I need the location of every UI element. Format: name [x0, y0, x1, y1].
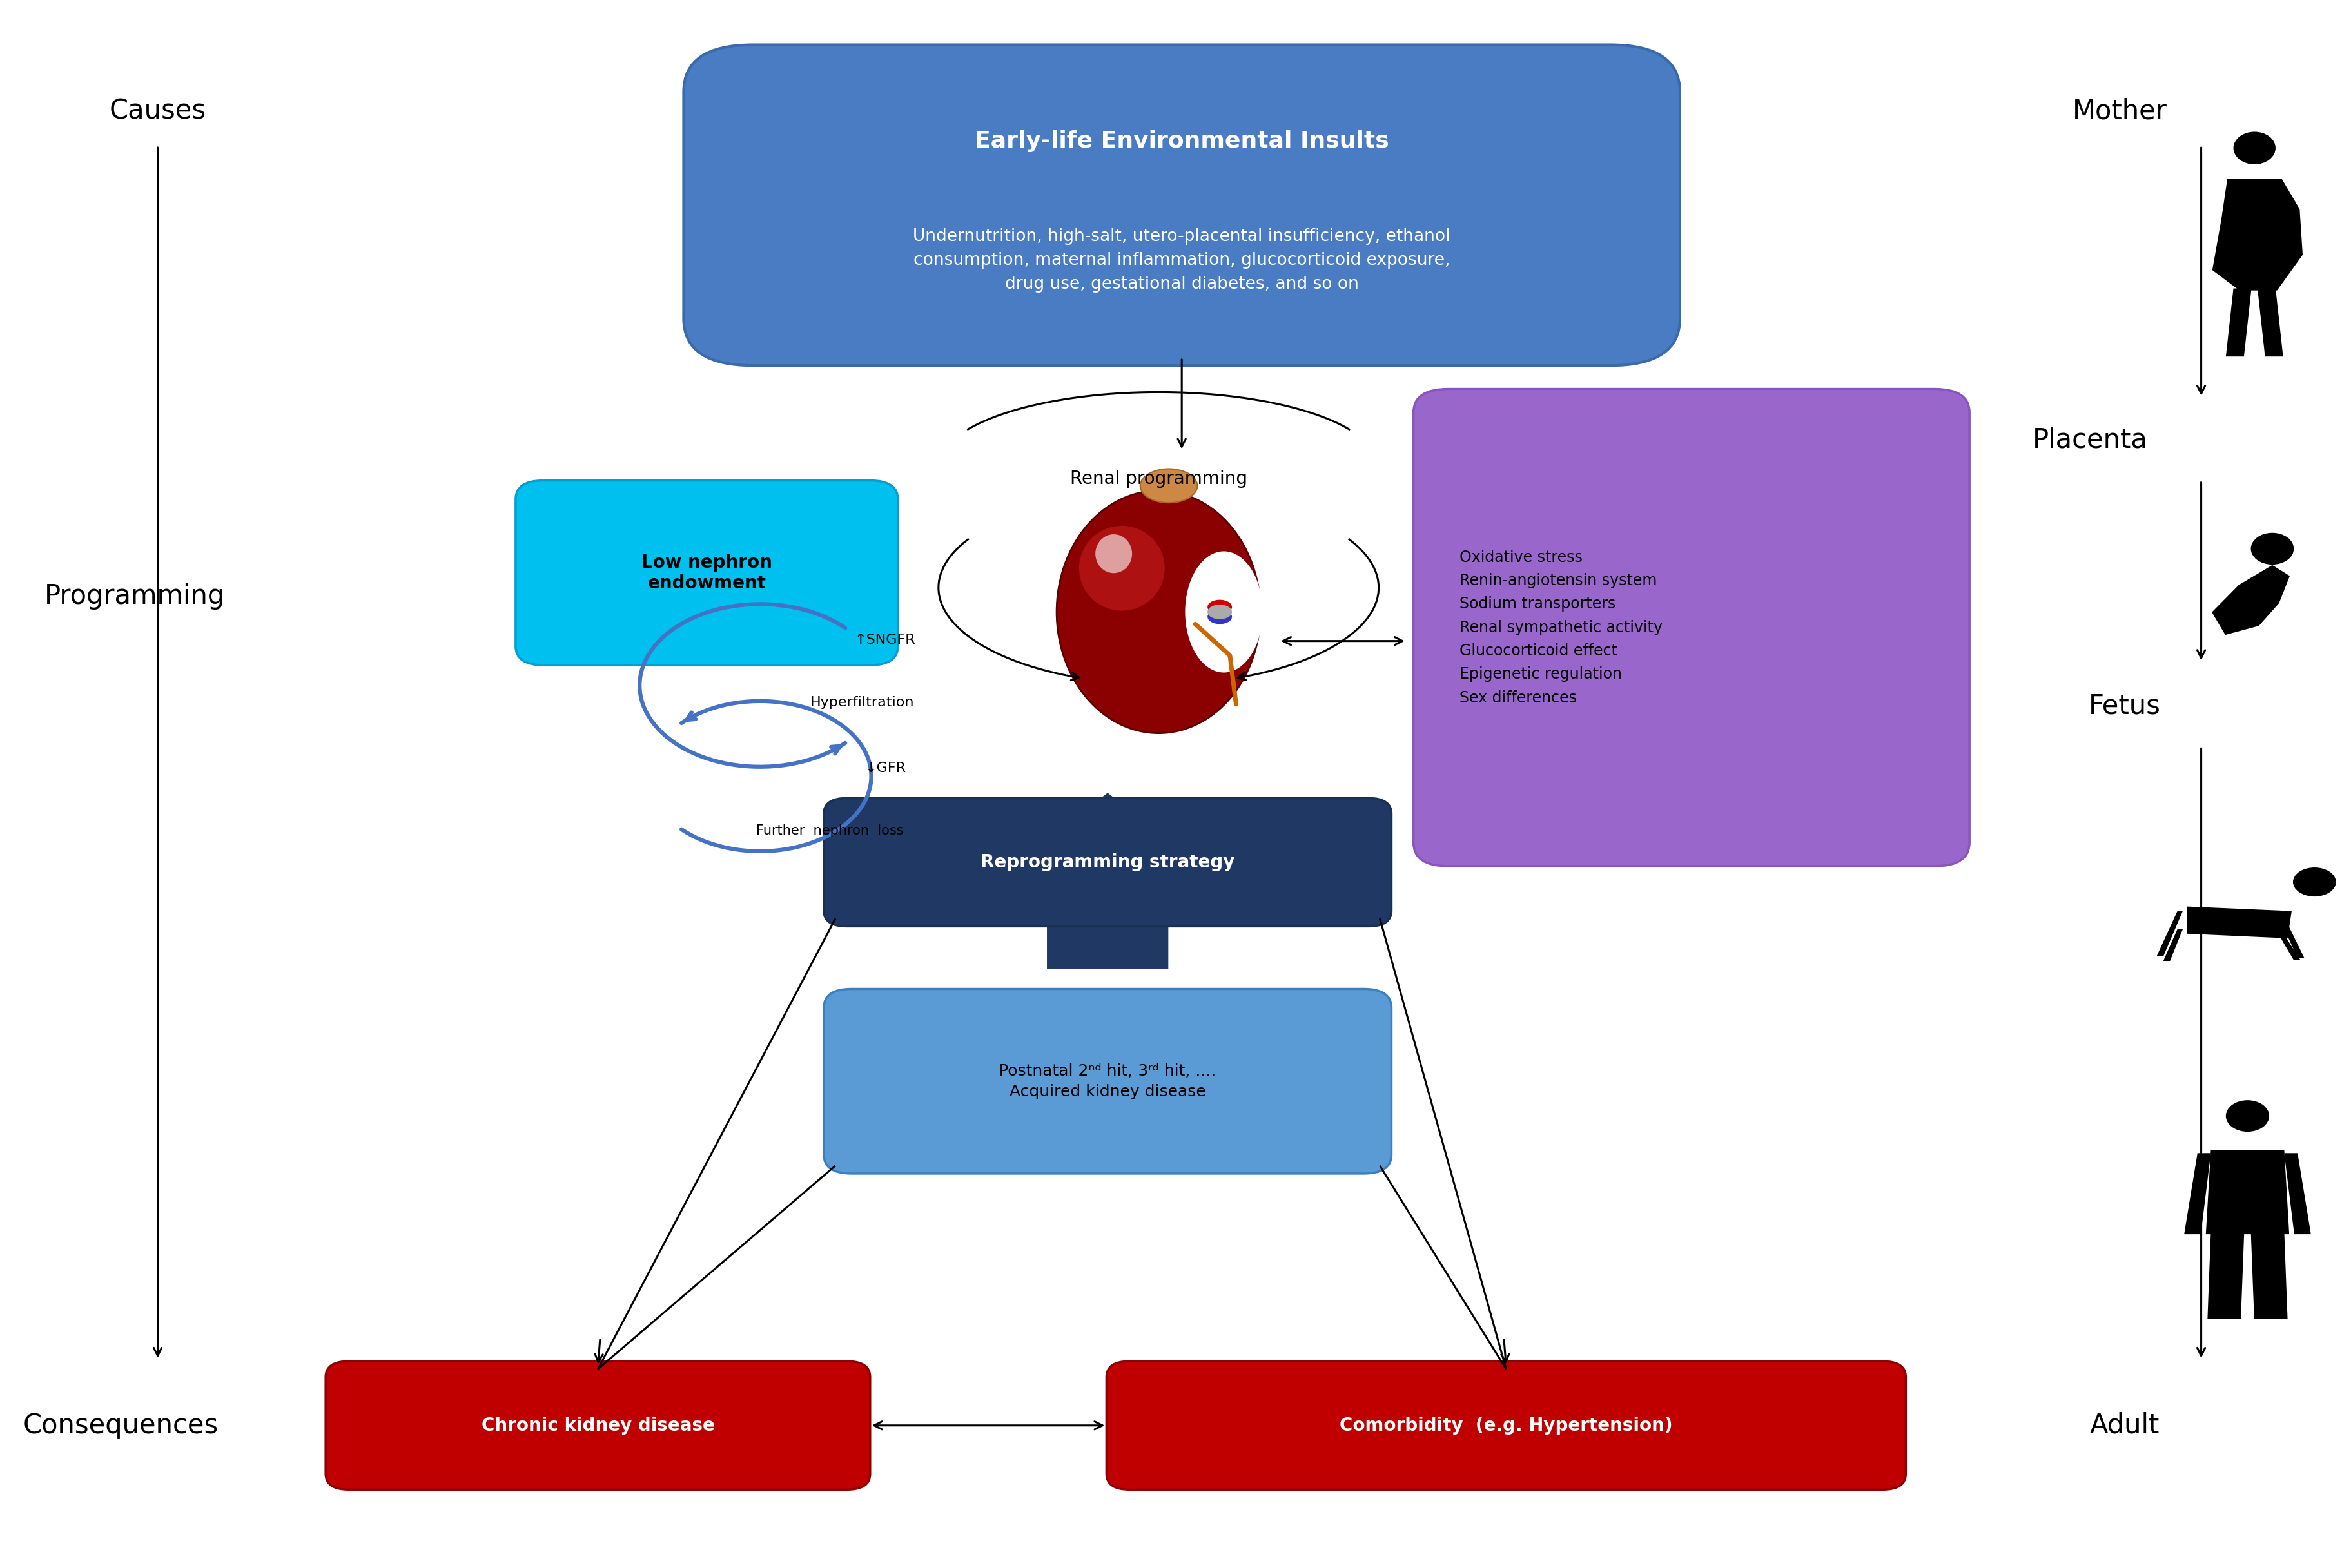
Text: Comorbidity  (e.g. Hypertension): Comorbidity (e.g. Hypertension) [1340, 1416, 1672, 1435]
Ellipse shape [1080, 525, 1164, 610]
Ellipse shape [1208, 605, 1232, 619]
Polygon shape [2187, 906, 2290, 938]
FancyBboxPatch shape [824, 989, 1391, 1173]
Text: Causes: Causes [110, 97, 206, 125]
FancyBboxPatch shape [326, 1361, 871, 1490]
Polygon shape [2157, 911, 2183, 956]
Ellipse shape [1056, 491, 1260, 734]
Text: Placenta: Placenta [2033, 426, 2148, 453]
Polygon shape [2279, 916, 2305, 958]
Text: Oxidative stress
Renin-angiotensin system
Sodium transporters
Renal sympathetic : Oxidative stress Renin-angiotensin syste… [1459, 549, 1663, 706]
Polygon shape [2258, 289, 2283, 356]
Polygon shape [981, 793, 1234, 969]
Text: Mother: Mother [2073, 97, 2166, 125]
Text: Fetus: Fetus [2089, 691, 2162, 720]
Polygon shape [2206, 1149, 2288, 1234]
Ellipse shape [1096, 535, 1131, 574]
FancyBboxPatch shape [1105, 1361, 1906, 1490]
Text: Chronic kidney disease: Chronic kidney disease [480, 1416, 714, 1435]
Text: Postnatal 2ⁿᵈ hit, 3ʳᵈ hit, ....
Acquired kidney disease: Postnatal 2ⁿᵈ hit, 3ʳᵈ hit, .... Acquire… [1000, 1063, 1215, 1099]
Ellipse shape [2234, 132, 2276, 165]
FancyBboxPatch shape [515, 480, 897, 665]
Ellipse shape [1141, 469, 1197, 503]
Text: Adult: Adult [2089, 1411, 2159, 1439]
Polygon shape [2251, 1232, 2288, 1319]
Ellipse shape [2251, 533, 2293, 564]
Ellipse shape [1208, 601, 1232, 615]
Polygon shape [2213, 179, 2302, 290]
Polygon shape [2211, 564, 2290, 635]
Text: Consequences: Consequences [23, 1411, 218, 1439]
Polygon shape [2164, 930, 2183, 961]
Text: Renal programming: Renal programming [1070, 470, 1248, 488]
Text: Low nephron
endowment: Low nephron endowment [642, 554, 773, 593]
Polygon shape [2209, 1232, 2244, 1319]
FancyBboxPatch shape [684, 45, 1679, 365]
Ellipse shape [1185, 552, 1262, 673]
Polygon shape [2225, 289, 2251, 356]
Polygon shape [2185, 1152, 2211, 1234]
Text: ↑SNGFR: ↑SNGFR [855, 633, 916, 646]
Text: Early-life Environmental Insults: Early-life Environmental Insults [974, 130, 1389, 152]
Text: Further  nephron  loss: Further nephron loss [756, 825, 904, 837]
Text: ↓GFR: ↓GFR [864, 762, 906, 775]
FancyBboxPatch shape [1415, 389, 1970, 866]
Text: Reprogramming strategy: Reprogramming strategy [981, 853, 1234, 872]
Polygon shape [2283, 1152, 2312, 1234]
Polygon shape [2279, 933, 2300, 960]
Ellipse shape [2225, 1101, 2269, 1132]
Text: Hyperfiltration: Hyperfiltration [810, 696, 913, 709]
Ellipse shape [1208, 610, 1232, 624]
FancyBboxPatch shape [824, 798, 1391, 927]
Text: Programming: Programming [44, 583, 225, 610]
Text: Undernutrition, high-salt, utero-placental insufficiency, ethanol
consumption, m: Undernutrition, high-salt, utero-placent… [913, 227, 1450, 292]
Ellipse shape [2293, 867, 2335, 897]
